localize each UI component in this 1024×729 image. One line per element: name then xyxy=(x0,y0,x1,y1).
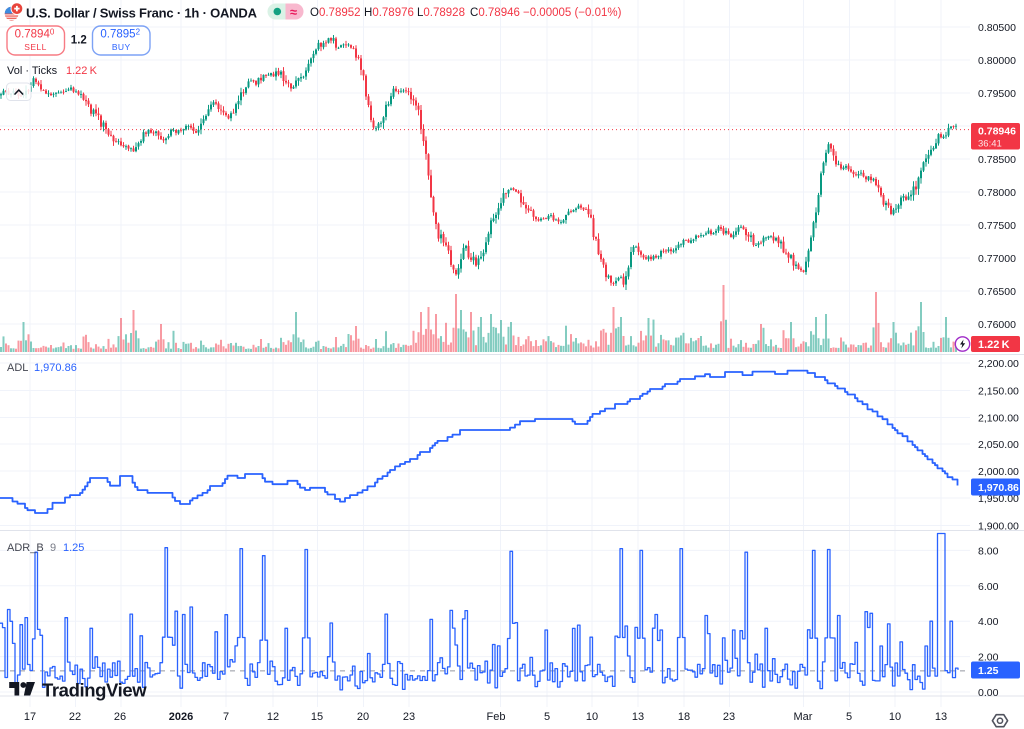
svg-text:20: 20 xyxy=(357,711,369,723)
svg-text:1,900.00: 1,900.00 xyxy=(978,521,1019,533)
svg-text:2,150.00: 2,150.00 xyxy=(978,386,1019,398)
svg-text:2.00: 2.00 xyxy=(978,652,999,664)
svg-text:26: 26 xyxy=(114,711,126,723)
svg-text:13: 13 xyxy=(632,711,644,723)
svg-text:ADL: ADL xyxy=(7,362,28,374)
svg-text:7: 7 xyxy=(223,711,229,723)
svg-text:23: 23 xyxy=(723,711,735,723)
svg-text:0.76500: 0.76500 xyxy=(978,286,1016,298)
svg-text:0.78952: 0.78952 xyxy=(100,28,140,41)
svg-text:17: 17 xyxy=(24,711,36,723)
svg-text:8.00: 8.00 xyxy=(978,545,999,557)
svg-text:10: 10 xyxy=(889,711,901,723)
svg-text:15: 15 xyxy=(311,711,323,723)
svg-text:0.00: 0.00 xyxy=(978,687,999,699)
svg-text:SELL: SELL xyxy=(24,42,46,52)
svg-text:2026: 2026 xyxy=(169,711,193,723)
svg-text:2,200.00: 2,200.00 xyxy=(978,358,1019,370)
svg-text:0.78500: 0.78500 xyxy=(978,154,1016,166)
svg-text:ADR_B: ADR_B xyxy=(7,542,44,554)
svg-text:2,050.00: 2,050.00 xyxy=(978,439,1019,451)
svg-text:23: 23 xyxy=(403,711,415,723)
svg-text:10: 10 xyxy=(586,711,598,723)
svg-text:1,970.86: 1,970.86 xyxy=(34,362,77,374)
svg-text:Feb: Feb xyxy=(487,711,506,723)
svg-text:0.78940: 0.78940 xyxy=(15,28,55,41)
svg-text:0.77000: 0.77000 xyxy=(978,253,1016,265)
svg-text:2,000.00: 2,000.00 xyxy=(978,466,1019,478)
svg-text:4.00: 4.00 xyxy=(978,616,999,628)
svg-text:0.79500: 0.79500 xyxy=(978,88,1016,100)
svg-text:U.S. Dollar / Swiss Franc · 1h: U.S. Dollar / Swiss Franc · 1h · OANDA xyxy=(26,6,258,21)
svg-text:0.78946: 0.78946 xyxy=(978,126,1016,138)
svg-text:1.22 K: 1.22 K xyxy=(978,339,1010,351)
svg-text:9: 9 xyxy=(50,542,56,554)
svg-text:1.22 K: 1.22 K xyxy=(66,65,98,77)
svg-text:22: 22 xyxy=(69,711,81,723)
svg-text:2,100.00: 2,100.00 xyxy=(978,413,1019,425)
svg-text:1,950.00: 1,950.00 xyxy=(978,493,1019,505)
svg-text:BUY: BUY xyxy=(112,42,131,52)
svg-text:1.25: 1.25 xyxy=(63,542,84,554)
svg-text:1.2: 1.2 xyxy=(71,35,87,47)
svg-text:Vol · Ticks: Vol · Ticks xyxy=(7,65,58,77)
svg-text:0.78000: 0.78000 xyxy=(978,187,1016,199)
svg-text:≈: ≈ xyxy=(290,5,297,20)
svg-text:Mar: Mar xyxy=(794,711,813,723)
svg-text:5: 5 xyxy=(846,711,852,723)
svg-text:5: 5 xyxy=(544,711,550,723)
svg-text:1,970.86: 1,970.86 xyxy=(978,482,1019,494)
svg-text:0.77500: 0.77500 xyxy=(978,220,1016,232)
svg-text:6.00: 6.00 xyxy=(978,581,999,593)
svg-text:18: 18 xyxy=(678,711,690,723)
svg-text:0.80000: 0.80000 xyxy=(978,55,1016,67)
svg-text:13: 13 xyxy=(935,711,947,723)
svg-text:12: 12 xyxy=(267,711,279,723)
svg-text:0.80500: 0.80500 xyxy=(978,22,1016,34)
svg-text:0.76000: 0.76000 xyxy=(978,319,1016,331)
svg-text:TradingView: TradingView xyxy=(42,680,147,701)
svg-text:36:41: 36:41 xyxy=(978,139,1002,150)
svg-text:1.25: 1.25 xyxy=(978,665,999,677)
